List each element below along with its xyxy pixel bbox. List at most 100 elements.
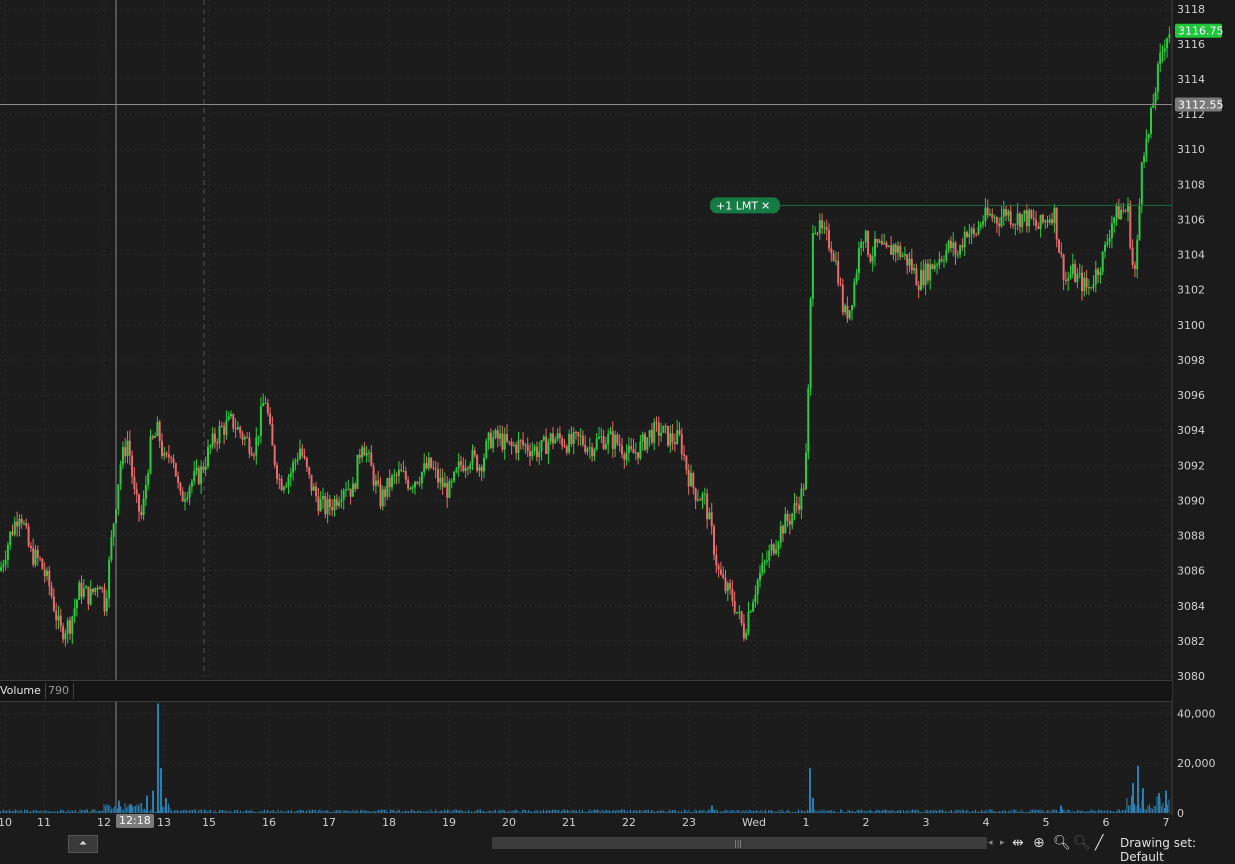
candle	[301, 448, 304, 456]
volume-bar	[828, 810, 829, 813]
zoom-out-icon[interactable]: 🔍︎	[1073, 835, 1091, 851]
candle	[650, 430, 653, 443]
volume-bar	[921, 811, 922, 813]
volume-bar	[775, 811, 777, 813]
candle	[55, 610, 58, 621]
scroll-right-icon[interactable]: ▸	[1000, 838, 1005, 848]
volume-bar	[424, 811, 426, 813]
candle	[839, 283, 842, 285]
volume-bar	[238, 811, 240, 813]
zoom-in-icon[interactable]: 🔍︎	[1053, 835, 1071, 851]
candle	[381, 489, 384, 507]
volume-bar	[1102, 810, 1104, 813]
candle	[1069, 274, 1072, 278]
crosshair-icon[interactable]: ⊕	[1033, 835, 1045, 851]
volume-bar	[171, 810, 172, 813]
scrollbar-grip-icon[interactable]: |||	[734, 839, 743, 848]
volume-bar	[675, 810, 676, 813]
volume-bar	[637, 811, 639, 813]
candle	[876, 238, 879, 243]
volume-bar	[820, 809, 822, 813]
volume-bar	[367, 810, 369, 813]
volume-bar	[286, 810, 288, 813]
volume-bar	[397, 809, 399, 813]
volume-bar	[915, 810, 916, 813]
volume-bar	[862, 811, 864, 813]
volume-bar	[804, 810, 805, 813]
candle	[1028, 210, 1031, 227]
volume-bar	[280, 809, 282, 813]
candle	[621, 445, 623, 455]
candle	[119, 464, 122, 485]
drawing-set-selector[interactable]: Drawing set: Default	[1120, 836, 1197, 864]
candle	[179, 482, 182, 492]
volume-bar	[358, 812, 360, 813]
candle	[604, 444, 607, 449]
volume-bar	[222, 810, 223, 813]
candle	[765, 560, 768, 562]
volume-bar	[663, 811, 664, 813]
volume-bar	[1098, 809, 1099, 813]
candle	[540, 440, 543, 452]
candle	[591, 447, 594, 457]
candle	[489, 432, 492, 449]
volume-bar	[514, 809, 516, 813]
volume-bar	[568, 810, 570, 813]
candle	[901, 255, 904, 257]
candle	[338, 501, 341, 506]
collapse-panel-button[interactable]: ⏶	[68, 835, 98, 853]
volume-bar	[456, 809, 457, 813]
volume-bar	[0, 811, 1, 813]
candle	[193, 471, 196, 482]
pan-horizontal-icon[interactable]: ⇹	[1012, 835, 1024, 851]
candle	[694, 488, 697, 501]
volume-bar	[844, 812, 846, 813]
volume-bar	[580, 811, 582, 813]
candle	[427, 457, 430, 469]
candle	[1071, 263, 1074, 275]
candle	[492, 437, 495, 449]
candle	[243, 437, 246, 440]
volume-bar	[1054, 809, 1056, 813]
volume-bar	[903, 810, 904, 813]
candle	[779, 526, 782, 543]
candle	[351, 483, 354, 497]
candle	[328, 499, 331, 508]
volume-bar	[1126, 797, 1128, 813]
volume-bar	[441, 810, 442, 813]
cancel-order-icon[interactable]: ✕	[761, 199, 770, 212]
candle	[517, 440, 520, 454]
candle	[1023, 210, 1026, 215]
volume-bar	[843, 812, 844, 813]
volume-bar	[82, 809, 84, 813]
volume-bar	[774, 812, 775, 813]
volume-bar	[727, 810, 729, 813]
volume-bar	[295, 810, 297, 813]
volume-bar	[546, 809, 547, 813]
candle	[1076, 273, 1079, 283]
candle	[738, 611, 741, 613]
volume-bar	[765, 809, 766, 813]
volume-spike	[146, 795, 148, 813]
volume-bar	[631, 811, 633, 813]
volume-bar	[651, 810, 652, 813]
candle	[975, 233, 978, 235]
candle	[232, 413, 235, 429]
volume-bar	[9, 809, 10, 813]
volume-study-label[interactable]: Volume	[0, 683, 46, 699]
candle	[1058, 239, 1060, 253]
volume-bar	[301, 810, 303, 813]
scroll-left-icon[interactable]: ◂	[988, 838, 993, 848]
volume-bar	[504, 810, 505, 813]
volume-bar	[879, 810, 880, 813]
candle	[572, 431, 575, 445]
volume-bar	[1080, 811, 1081, 813]
pencil-line-icon[interactable]: ╱	[1095, 835, 1104, 851]
volume-bar	[297, 811, 298, 813]
x-tick-label: 3	[922, 816, 930, 829]
volume-bar	[1149, 803, 1150, 813]
volume-bar	[1111, 811, 1113, 813]
volume-bar	[988, 809, 990, 813]
time-scrollbar[interactable]: |||	[492, 837, 987, 849]
